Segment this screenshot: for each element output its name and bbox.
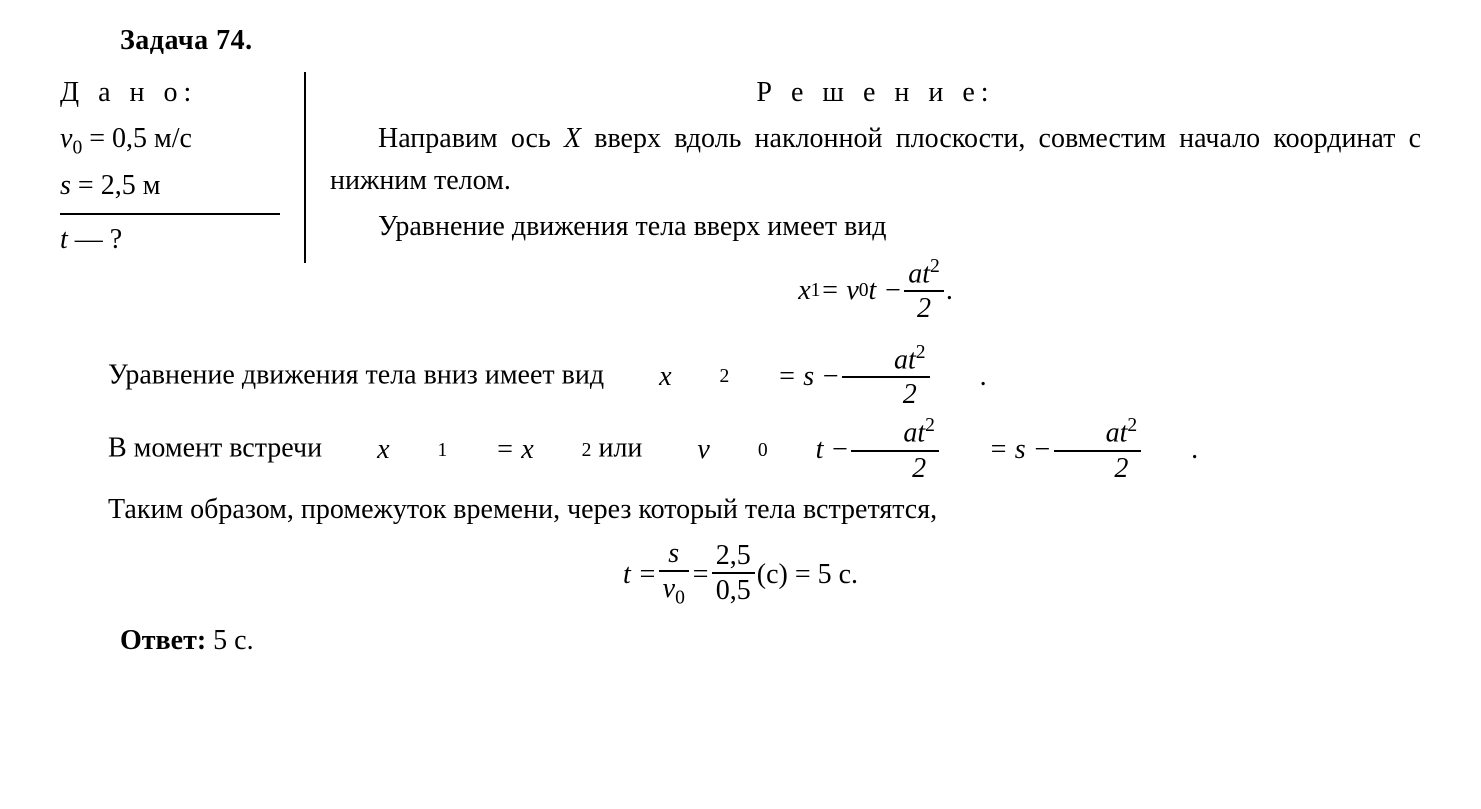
given-divider [60, 213, 280, 215]
solution-p2: Уравнение движения тела вверх имеет вид [330, 206, 1421, 248]
given-s: s = 2,5 м [60, 165, 280, 207]
answer-value: 5 с. [206, 625, 253, 656]
equation-4: t = s v0 = 2,5 0,5 (с) = 5 с. [60, 539, 1421, 610]
solution-p1: Направим ось X вверх вдоль наклонной пло… [330, 118, 1421, 202]
solution-label: Р е ш е н и е: [330, 72, 1421, 114]
given-v0: v0 = 0,5 м/с [60, 118, 280, 163]
answer-line: Ответ: 5 с. [120, 620, 1421, 662]
given-t: t — ? [60, 219, 280, 261]
given-block: Д а н о: v0 = 0,5 м/с s = 2,5 м t — ? [60, 72, 306, 263]
given-label: Д а н о: [60, 72, 280, 114]
solution-p3: Уравнение движения тела вниз имеет вид x… [60, 342, 1421, 412]
solution-block: Р е ш е н и е: Направим ось X вверх вдол… [330, 72, 1421, 334]
equation-1: x1 = v0t − at2 2 . [330, 256, 1421, 326]
problem-title: Задача 74. [120, 20, 1421, 62]
solution-p4: В момент встречи x1 = x2 или v0t − at2 2… [60, 415, 1421, 485]
top-block: Д а н о: v0 = 0,5 м/с s = 2,5 м t — ? Р … [60, 72, 1421, 334]
answer-label: Ответ: [120, 625, 206, 656]
solution-p5: Таким образом, промежуток времени, через… [60, 489, 1421, 531]
